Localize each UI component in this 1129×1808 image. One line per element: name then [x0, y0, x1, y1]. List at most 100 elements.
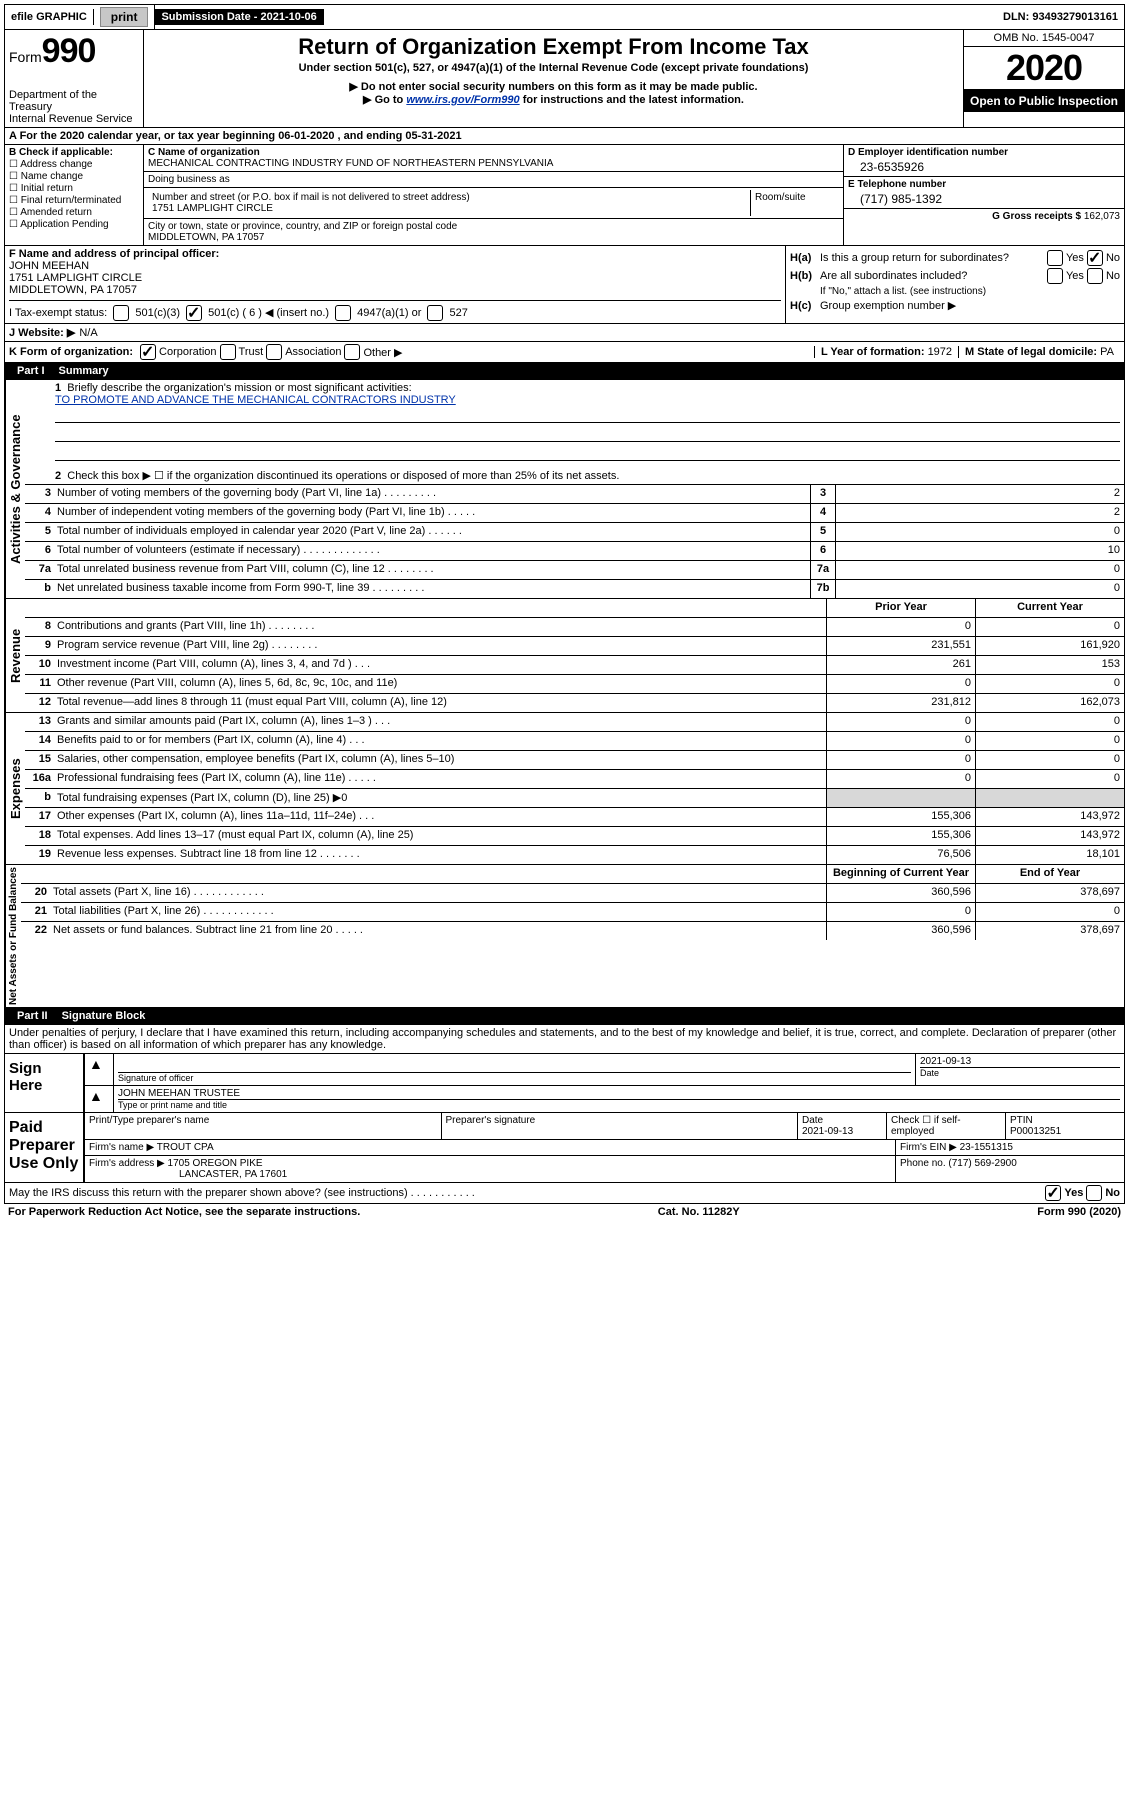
- rev-header: Prior Year Current Year: [25, 599, 1124, 618]
- chk-assoc[interactable]: [266, 344, 282, 360]
- table-row: 20Total assets (Part X, line 16) . . . .…: [21, 884, 1124, 903]
- firm-ein-cell: Firm's EIN ▶ 23-1551315: [896, 1140, 1124, 1155]
- row-j: J Website: ▶ N/A: [4, 324, 1125, 342]
- chk-amended[interactable]: ☐ Amended return: [9, 207, 139, 218]
- footer-right: Form 990 (2020): [1037, 1206, 1121, 1218]
- print-cell: print: [94, 5, 156, 29]
- table-row: 15Salaries, other compensation, employee…: [25, 751, 1124, 770]
- table-row: 18Total expenses. Add lines 13–17 (must …: [25, 827, 1124, 846]
- side-governance: Activities & Governance: [5, 380, 25, 598]
- ha-yes[interactable]: [1047, 250, 1063, 266]
- self-emp-cell: Check ☐ if self-employed: [887, 1113, 1006, 1139]
- table-row: 3Number of voting members of the governi…: [25, 485, 1124, 504]
- hb-yes[interactable]: [1047, 268, 1063, 284]
- footer-mid: Cat. No. 11282Y: [658, 1206, 740, 1218]
- website-value: N/A: [79, 327, 97, 339]
- side-net: Net Assets or Fund Balances: [5, 865, 21, 1007]
- footer: For Paperwork Reduction Act Notice, see …: [4, 1204, 1125, 1220]
- chk-other[interactable]: [344, 344, 360, 360]
- form-number: Form990: [9, 32, 139, 71]
- dept-label: Department of the Treasury: [9, 89, 139, 113]
- gross-cell: G Gross receipts $ 162,073: [844, 209, 1124, 224]
- b-label: B Check if applicable:: [9, 147, 113, 158]
- table-row: 6Total number of volunteers (estimate if…: [25, 542, 1124, 561]
- ha-no[interactable]: [1087, 250, 1103, 266]
- part1-expenses: Expenses 13Grants and similar amounts pa…: [4, 713, 1125, 865]
- chk-initial[interactable]: ☐ Initial return: [9, 183, 139, 194]
- table-row: 7aTotal unrelated business revenue from …: [25, 561, 1124, 580]
- row-a-period: A For the 2020 calendar year, or tax yea…: [4, 128, 1125, 145]
- table-row: 5Total number of individuals employed in…: [25, 523, 1124, 542]
- chk-501c3[interactable]: [113, 305, 129, 321]
- part1-header: Part I Summary: [4, 363, 1125, 380]
- header-mid: Return of Organization Exempt From Incom…: [144, 30, 964, 127]
- chk-501c[interactable]: [186, 305, 202, 321]
- row-i: I Tax-exempt status: 501(c)(3) 501(c) ( …: [9, 300, 781, 321]
- note-link: ▶ Go to www.irs.gov/Form990 for instruct…: [150, 93, 957, 106]
- chk-corp[interactable]: [140, 344, 156, 360]
- name-title-cell: JOHN MEEHAN TRUSTEE Type or print name a…: [114, 1086, 1124, 1112]
- org-name-cell: C Name of organization MECHANICAL CONTRA…: [144, 145, 843, 172]
- officer-name: JOHN MEEHAN: [9, 260, 89, 272]
- col-h: H(a) Is this a group return for subordin…: [786, 246, 1124, 323]
- hb-no[interactable]: [1087, 268, 1103, 284]
- irs-label: Internal Revenue Service: [9, 113, 139, 125]
- form-title: Return of Organization Exempt From Incom…: [150, 34, 957, 60]
- mission-link[interactable]: TO PROMOTE AND ADVANCE THE MECHANICAL CO…: [55, 394, 456, 406]
- block-fh: F Name and address of principal officer:…: [4, 246, 1125, 324]
- gross-value: 162,073: [1084, 211, 1120, 222]
- block-bcd: B Check if applicable: ☐ Address change …: [4, 145, 1125, 246]
- mission-block: 1 Briefly describe the organization's mi…: [25, 380, 1124, 485]
- chk-trust[interactable]: [220, 344, 236, 360]
- dba-cell: Doing business as: [144, 172, 843, 188]
- table-row: 12Total revenue—add lines 8 through 11 (…: [25, 694, 1124, 712]
- arrow-icon: ▲: [89, 1088, 103, 1104]
- chk-addr-change[interactable]: ☐ Address change: [9, 159, 139, 170]
- prep-sig-cell: Preparer's signature: [442, 1113, 799, 1139]
- firm-phone-cell: Phone no. (717) 569-2900: [896, 1156, 1124, 1182]
- prep-name-cell: Print/Type preparer's name: [85, 1113, 442, 1139]
- chk-527[interactable]: [427, 305, 443, 321]
- discuss-yes[interactable]: [1045, 1185, 1061, 1201]
- chk-4947[interactable]: [335, 305, 351, 321]
- table-row: 19Revenue less expenses. Subtract line 1…: [25, 846, 1124, 864]
- irs-link[interactable]: www.irs.gov/Form990: [406, 94, 519, 106]
- row-klm: K Form of organization: Corporation Trus…: [4, 342, 1125, 363]
- table-row: 17Other expenses (Part IX, column (A), l…: [25, 808, 1124, 827]
- net-header: Beginning of Current Year End of Year: [21, 865, 1124, 884]
- efile-label: efile GRAPHIC: [5, 9, 94, 25]
- hb-row: H(b) Are all subordinates included? Yes …: [790, 268, 1120, 284]
- firm-name-cell: Firm's name ▶ TROUT CPA: [85, 1140, 896, 1155]
- form-subtitle: Under section 501(c), 527, or 4947(a)(1)…: [150, 62, 957, 74]
- print-button[interactable]: print: [100, 7, 149, 27]
- col-d: D Employer identification number 23-6535…: [844, 145, 1124, 245]
- discuss-no[interactable]: [1086, 1185, 1102, 1201]
- footer-left: For Paperwork Reduction Act Notice, see …: [8, 1206, 360, 1218]
- sign-here-label: Sign Here: [5, 1054, 85, 1112]
- side-revenue: Revenue: [5, 599, 25, 712]
- hb-note: If "No," attach a list. (see instruction…: [790, 286, 1120, 297]
- chk-name-change[interactable]: ☐ Name change: [9, 171, 139, 182]
- city-cell: City or town, state or province, country…: [144, 219, 843, 245]
- table-row: 10Investment income (Part VIII, column (…: [25, 656, 1124, 675]
- col-b-checkboxes: B Check if applicable: ☐ Address change …: [5, 145, 144, 245]
- room-cell: Room/suite: [751, 190, 839, 216]
- chk-final[interactable]: ☐ Final return/terminated: [9, 195, 139, 206]
- omb-number: OMB No. 1545-0047: [964, 30, 1124, 47]
- part2-header: Part II Signature Block: [4, 1008, 1125, 1025]
- tax-year: 2020: [964, 47, 1124, 90]
- part1-net: Net Assets or Fund Balances Beginning of…: [4, 865, 1125, 1008]
- ein-cell: D Employer identification number 23-6535…: [844, 145, 1124, 177]
- signature-block: Under penalties of perjury, I declare th…: [4, 1025, 1125, 1183]
- tel-value: (717) 985-1392: [848, 190, 1120, 206]
- dln: DLN: 93493279013161: [997, 9, 1124, 25]
- ein-value: 23-6535926: [848, 158, 1120, 174]
- ha-row: H(a) Is this a group return for subordin…: [790, 250, 1120, 266]
- open-public: Open to Public Inspection: [964, 90, 1124, 112]
- side-expenses: Expenses: [5, 713, 25, 864]
- header-right: OMB No. 1545-0047 2020 Open to Public In…: [964, 30, 1124, 127]
- chk-app-pending[interactable]: ☐ Application Pending: [9, 219, 139, 230]
- part1-governance: Activities & Governance 1 Briefly descri…: [4, 380, 1125, 599]
- discuss-row: May the IRS discuss this return with the…: [4, 1183, 1125, 1204]
- top-bar: efile GRAPHIC print Submission Date - 20…: [4, 4, 1125, 30]
